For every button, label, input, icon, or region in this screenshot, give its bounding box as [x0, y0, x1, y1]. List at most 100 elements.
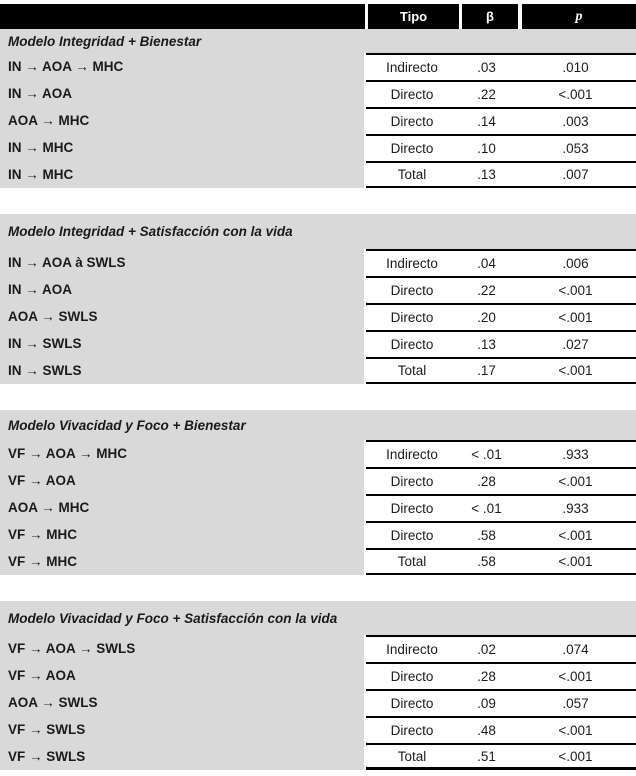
- p-cell: <.001: [558, 554, 593, 569]
- path-cell: VF → MHC: [0, 521, 364, 548]
- p-cell: <.001: [558, 363, 593, 378]
- tipo-cell: Directo: [390, 474, 434, 489]
- table-row: IN → AOA Directo .22 <.001: [0, 276, 636, 303]
- header-cell-p: p: [522, 4, 636, 29]
- tipo-cell: Directo: [390, 723, 434, 738]
- tipo-cell: Directo: [390, 310, 434, 325]
- beta-cell: .17: [477, 363, 496, 378]
- path-cell: IN → AOA: [0, 80, 364, 107]
- path-cell: VF → AOA: [0, 662, 364, 689]
- row-spacer: [364, 716, 366, 743]
- table-row: IN → AOA à SWLS Indirecto .04 .006: [0, 249, 636, 276]
- row-spacer: [364, 635, 366, 662]
- path-cell: IN → MHC: [0, 161, 364, 188]
- p-cell: .007: [562, 167, 589, 182]
- p-cell: .010: [562, 60, 589, 75]
- path-cell: IN → AOA: [0, 276, 364, 303]
- row-spacer: [364, 53, 366, 80]
- tipo-cell: Total: [397, 748, 427, 764]
- section-title: Modelo Vivacidad y Foco + Satisfacción c…: [0, 601, 636, 635]
- p-cell: <.001: [558, 87, 593, 102]
- p-cell: .933: [562, 447, 589, 462]
- path-cell: AOA → MHC: [0, 107, 364, 134]
- table-row: AOA → SWLS Directo .20 <.001: [0, 303, 636, 330]
- header-separator: [365, 4, 368, 29]
- section-title: Modelo Vivacidad y Foco + Bienestar: [0, 410, 636, 440]
- section: Modelo Vivacidad y Foco + Satisfacción c…: [0, 601, 636, 770]
- row-data: Total .13 .007: [366, 161, 636, 188]
- beta-cell: < .01: [471, 447, 502, 462]
- p-cell: <.001: [558, 310, 593, 325]
- table-row: AOA → MHC Directo < .01 .933: [0, 494, 636, 521]
- header-cell-tipo: Tipo: [368, 4, 459, 29]
- beta-cell: .51: [477, 748, 496, 764]
- row-data: Directo .10 .053: [366, 134, 636, 161]
- row-data: Directo .28 <.001: [366, 662, 636, 689]
- header-separator: [459, 4, 462, 29]
- row-spacer: [364, 276, 366, 303]
- row-data: Directo .20 <.001: [366, 303, 636, 330]
- row-data: Indirecto < .01 .933: [366, 440, 636, 467]
- beta-cell: .22: [477, 283, 496, 298]
- beta-cell: .13: [477, 337, 496, 352]
- path-cell: VF → MHC: [0, 548, 364, 575]
- p-cell: .053: [562, 141, 589, 156]
- p-cell: <.001: [558, 283, 593, 298]
- row-data: Indirecto .04 .006: [366, 249, 636, 276]
- row-spacer: [364, 249, 366, 276]
- row-data: Indirecto .03 .010: [366, 53, 636, 80]
- beta-cell: .03: [477, 60, 496, 75]
- beta-cell: .02: [477, 642, 496, 657]
- table-row: VF → MHC Total .58 <.001: [0, 548, 636, 575]
- row-data: Directo .09 .057: [366, 689, 636, 716]
- row-data: Directo .48 <.001: [366, 716, 636, 743]
- table-header-row: Tipo β p: [0, 4, 636, 29]
- tipo-cell: Directo: [390, 141, 434, 156]
- row-spacer: [364, 467, 366, 494]
- beta-cell: .58: [477, 554, 496, 569]
- table-row: AOA → MHC Directo .14 .003: [0, 107, 636, 134]
- row-data: Directo .14 .003: [366, 107, 636, 134]
- beta-cell: .48: [477, 723, 496, 738]
- row-data: Directo < .01 .933: [366, 494, 636, 521]
- row-data: Directo .58 <.001: [366, 521, 636, 548]
- table-row: IN → MHC Total .13 .007: [0, 161, 636, 188]
- table-row: VF → AOA Directo .28 <.001: [0, 662, 636, 689]
- path-cell: IN → SWLS: [0, 330, 364, 357]
- path-cell: AOA → SWLS: [0, 689, 364, 716]
- tipo-cell: Total: [397, 554, 427, 569]
- tipo-cell: Directo: [390, 669, 434, 684]
- tipo-cell: Directo: [390, 87, 434, 102]
- path-cell: IN → MHC: [0, 134, 364, 161]
- tipo-cell: Indirecto: [386, 60, 438, 75]
- p-cell: .933: [562, 501, 589, 516]
- section-title: Modelo Integridad + Satisfacción con la …: [0, 214, 636, 249]
- tipo-cell: Directo: [390, 337, 434, 352]
- beta-cell: < .01: [471, 501, 502, 516]
- section: Modelo Integridad + Bienestar IN → AOA →…: [0, 29, 636, 188]
- beta-cell: .09: [477, 696, 496, 711]
- header-cell-path: [0, 4, 365, 29]
- section-title: Modelo Integridad + Bienestar: [0, 29, 636, 53]
- tipo-cell: Indirecto: [386, 447, 438, 462]
- table-row: AOA → SWLS Directo .09 .057: [0, 689, 636, 716]
- row-data: Directo .22 <.001: [366, 80, 636, 107]
- beta-cell: .10: [477, 141, 496, 156]
- table-row: IN → AOA → MHC Indirecto .03 .010: [0, 53, 636, 80]
- tipo-cell: Directo: [390, 528, 434, 543]
- row-spacer: [364, 689, 366, 716]
- p-cell: <.001: [558, 723, 593, 738]
- row-data: Directo .13 .027: [366, 330, 636, 357]
- row-spacer: [364, 107, 366, 134]
- p-cell: .006: [562, 256, 589, 271]
- p-cell: .003: [562, 114, 589, 129]
- row-spacer: [364, 161, 366, 188]
- row-spacer: [364, 743, 366, 770]
- table-row: VF → SWLS Total .51 <.001: [0, 743, 636, 770]
- section: Modelo Integridad + Satisfacción con la …: [0, 214, 636, 384]
- beta-cell: .20: [477, 310, 496, 325]
- row-spacer: [364, 357, 366, 384]
- table-row: IN → SWLS Directo .13 .027: [0, 330, 636, 357]
- table-row: VF → AOA → MHC Indirecto < .01 .933: [0, 440, 636, 467]
